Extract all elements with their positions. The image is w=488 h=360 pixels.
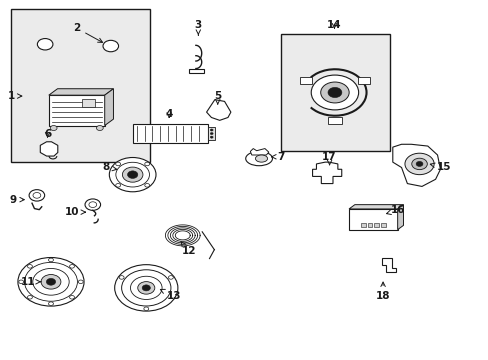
- Polygon shape: [397, 204, 403, 230]
- Polygon shape: [104, 89, 113, 126]
- Polygon shape: [206, 100, 230, 120]
- Bar: [373, 222, 378, 227]
- Circle shape: [210, 129, 213, 131]
- Circle shape: [103, 40, 118, 52]
- Circle shape: [41, 275, 61, 289]
- Bar: [49, 95, 104, 126]
- Circle shape: [168, 276, 173, 279]
- Bar: [327, 117, 342, 124]
- Circle shape: [143, 307, 148, 311]
- Bar: [348, 209, 397, 230]
- Bar: [133, 124, 208, 143]
- Circle shape: [116, 162, 149, 187]
- Circle shape: [109, 157, 156, 192]
- Bar: [208, 127, 215, 140]
- Bar: [11, 9, 149, 162]
- Circle shape: [27, 296, 32, 299]
- Circle shape: [46, 278, 56, 285]
- Circle shape: [327, 87, 341, 98]
- Circle shape: [122, 167, 142, 182]
- Circle shape: [127, 171, 138, 179]
- Circle shape: [119, 276, 124, 279]
- Text: 4: 4: [165, 109, 172, 119]
- Bar: [367, 222, 371, 227]
- Circle shape: [144, 184, 149, 187]
- Polygon shape: [392, 144, 440, 186]
- Text: 13: 13: [160, 289, 181, 301]
- Circle shape: [96, 126, 103, 131]
- Text: 11: 11: [21, 277, 41, 287]
- Bar: [300, 77, 311, 84]
- Text: 6: 6: [44, 129, 51, 139]
- Circle shape: [50, 126, 57, 131]
- Text: 17: 17: [322, 152, 336, 165]
- Circle shape: [320, 82, 348, 103]
- Bar: [380, 222, 385, 227]
- Circle shape: [116, 162, 121, 166]
- Circle shape: [69, 296, 74, 299]
- Text: 8: 8: [102, 162, 117, 172]
- Circle shape: [144, 162, 149, 166]
- Circle shape: [37, 39, 53, 50]
- Bar: [188, 68, 203, 73]
- Text: 1: 1: [7, 91, 22, 101]
- Bar: [281, 33, 389, 152]
- Text: 18: 18: [375, 282, 389, 301]
- Text: 7: 7: [271, 152, 284, 162]
- Circle shape: [415, 161, 422, 166]
- Circle shape: [130, 276, 162, 300]
- Text: 9: 9: [10, 195, 24, 204]
- Circle shape: [404, 153, 433, 175]
- Circle shape: [122, 270, 171, 306]
- Polygon shape: [49, 89, 113, 95]
- Circle shape: [142, 285, 150, 291]
- Circle shape: [69, 265, 74, 268]
- Polygon shape: [348, 204, 403, 209]
- Text: 12: 12: [181, 242, 195, 256]
- Text: 16: 16: [386, 205, 404, 215]
- Polygon shape: [312, 162, 341, 184]
- Circle shape: [48, 302, 53, 305]
- Circle shape: [115, 265, 178, 311]
- Circle shape: [78, 280, 83, 284]
- Circle shape: [411, 158, 427, 170]
- Bar: [361, 222, 365, 227]
- Circle shape: [27, 265, 32, 268]
- Ellipse shape: [245, 152, 272, 166]
- Polygon shape: [40, 142, 58, 156]
- Polygon shape: [381, 258, 395, 272]
- Circle shape: [116, 184, 121, 187]
- Circle shape: [24, 262, 77, 301]
- Circle shape: [89, 202, 97, 207]
- Circle shape: [138, 282, 155, 294]
- Circle shape: [210, 136, 213, 138]
- Text: 2: 2: [73, 23, 102, 42]
- Circle shape: [18, 257, 84, 306]
- Text: 3: 3: [194, 19, 202, 35]
- Circle shape: [33, 269, 69, 295]
- Text: 15: 15: [429, 162, 450, 172]
- Ellipse shape: [255, 155, 267, 162]
- Bar: [357, 77, 369, 84]
- Circle shape: [210, 132, 213, 135]
- Text: 14: 14: [326, 19, 341, 30]
- Text: 10: 10: [64, 207, 85, 217]
- Circle shape: [29, 190, 44, 201]
- Circle shape: [310, 75, 358, 110]
- Circle shape: [19, 280, 23, 284]
- Text: 5: 5: [214, 91, 221, 104]
- Bar: [81, 99, 95, 107]
- Circle shape: [33, 193, 41, 198]
- Polygon shape: [250, 149, 268, 155]
- Circle shape: [48, 258, 53, 262]
- Circle shape: [85, 199, 101, 210]
